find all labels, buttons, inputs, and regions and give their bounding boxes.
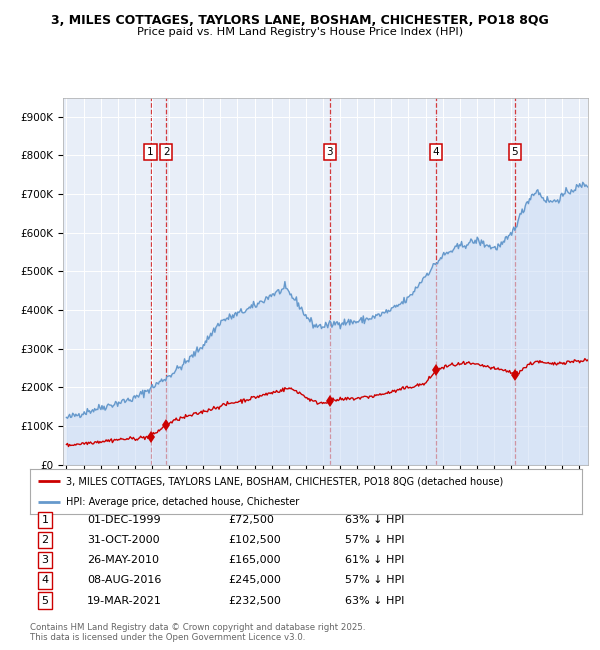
Text: Contains HM Land Registry data © Crown copyright and database right 2025.
This d: Contains HM Land Registry data © Crown c…	[30, 623, 365, 642]
Text: 61% ↓ HPI: 61% ↓ HPI	[345, 555, 404, 566]
Text: 3, MILES COTTAGES, TAYLORS LANE, BOSHAM, CHICHESTER, PO18 8QG: 3, MILES COTTAGES, TAYLORS LANE, BOSHAM,…	[51, 14, 549, 27]
Text: 19-MAR-2021: 19-MAR-2021	[87, 595, 162, 606]
Text: 57% ↓ HPI: 57% ↓ HPI	[345, 535, 404, 545]
Text: 3, MILES COTTAGES, TAYLORS LANE, BOSHAM, CHICHESTER, PO18 8QG (detached house): 3, MILES COTTAGES, TAYLORS LANE, BOSHAM,…	[66, 476, 503, 486]
Text: 08-AUG-2016: 08-AUG-2016	[87, 575, 161, 586]
Text: 2: 2	[163, 147, 169, 157]
Text: 1: 1	[147, 147, 154, 157]
Text: 2: 2	[41, 535, 49, 545]
Text: £245,000: £245,000	[228, 575, 281, 586]
Text: 63% ↓ HPI: 63% ↓ HPI	[345, 515, 404, 525]
Text: 63% ↓ HPI: 63% ↓ HPI	[345, 595, 404, 606]
Text: 4: 4	[41, 575, 49, 586]
Text: 3: 3	[326, 147, 333, 157]
Text: Price paid vs. HM Land Registry's House Price Index (HPI): Price paid vs. HM Land Registry's House …	[137, 27, 463, 37]
Text: £102,500: £102,500	[228, 535, 281, 545]
Text: 5: 5	[511, 147, 518, 157]
Text: 01-DEC-1999: 01-DEC-1999	[87, 515, 161, 525]
Text: £72,500: £72,500	[228, 515, 274, 525]
Text: £232,500: £232,500	[228, 595, 281, 606]
Text: 31-OCT-2000: 31-OCT-2000	[87, 535, 160, 545]
Text: 3: 3	[41, 555, 49, 566]
Text: HPI: Average price, detached house, Chichester: HPI: Average price, detached house, Chic…	[66, 497, 299, 506]
Text: £165,000: £165,000	[228, 555, 281, 566]
Text: 26-MAY-2010: 26-MAY-2010	[87, 555, 159, 566]
Text: 5: 5	[41, 595, 49, 606]
Text: 1: 1	[41, 515, 49, 525]
Text: 57% ↓ HPI: 57% ↓ HPI	[345, 575, 404, 586]
Text: 4: 4	[433, 147, 439, 157]
